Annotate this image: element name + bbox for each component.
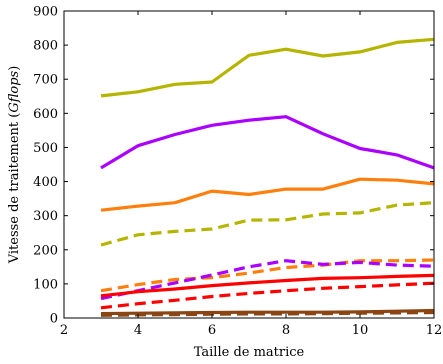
y-axis-label-prefix: Vitesse de traitement ( [7,113,22,265]
x-tick-label: 6 [208,323,216,338]
series-line-4-dashed [100,201,435,247]
y-tick-label: 300 [33,209,58,224]
y-tick-label: 0 [50,312,58,327]
series-line-8-dashed [100,281,435,310]
x-tick-label: 12 [426,323,443,338]
x-axis-label: Taille de matrice [194,345,305,360]
y-axis-label-suffix: ) [7,66,22,71]
series-line-9-solid [100,308,435,316]
x-tick-label: 10 [352,323,369,338]
series-line-3-solid [100,177,435,212]
x-tick-label: 4 [134,323,142,338]
y-tick-label: 700 [33,73,58,88]
series-line-10-dashed [100,310,435,317]
plot-frame [63,10,435,319]
y-tick-label: 400 [33,175,58,190]
series-line-1-solid [100,37,435,98]
ticks-layer: 2 4 6 8 10 12 0 100 200 300 400 500 600 700 800 900 [33,5,442,339]
y-tick-label: 600 [33,107,58,122]
x-tick-label: 2 [60,323,68,338]
y-tick-label: 200 [33,243,58,258]
y-axis-label-unit: Gflops [7,70,22,112]
series-layer [100,37,435,317]
series-line-2-solid [100,115,435,170]
y-tick-label: 500 [33,141,58,156]
series-line-5-dashed [100,258,435,293]
series-line-7-solid [100,273,435,298]
x-tick-label: 8 [282,323,290,338]
series-line-6-dashed [100,259,435,301]
y-axis-label: Vitesse de traitement (Gflops) [7,66,22,265]
y-tick-label: 800 [33,39,58,54]
y-tick-label: 900 [33,5,58,20]
y-tick-label: 100 [33,277,58,292]
